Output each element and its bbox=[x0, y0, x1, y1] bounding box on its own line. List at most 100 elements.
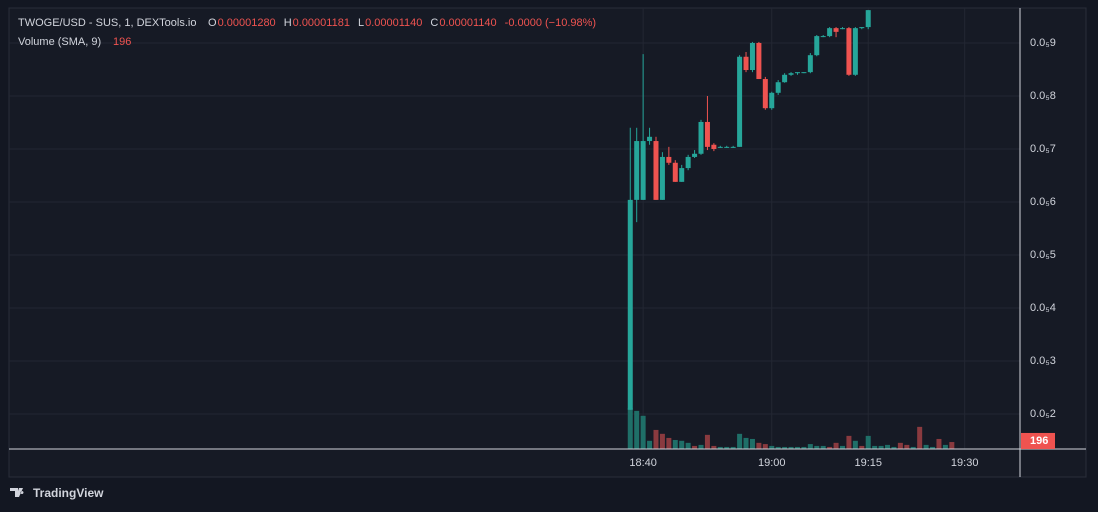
volume-bar bbox=[827, 446, 833, 449]
volume-bar bbox=[936, 438, 942, 449]
candle-body bbox=[730, 146, 736, 148]
volume-bar bbox=[698, 444, 704, 449]
volume-bar bbox=[775, 446, 781, 449]
volume-bar bbox=[679, 440, 685, 449]
volume-sma-badge bbox=[1021, 432, 1055, 449]
volume-bar bbox=[711, 445, 717, 449]
candle-body bbox=[782, 74, 788, 83]
volume-sma-badge-text: 196 bbox=[1030, 435, 1048, 447]
candle-body bbox=[846, 28, 852, 75]
volume-bar bbox=[820, 445, 826, 449]
volume-bar bbox=[839, 445, 845, 449]
y-tick-label: 0.0₅7 bbox=[1030, 143, 1056, 155]
plot-area bbox=[627, 10, 955, 449]
ohlc-value: 0.00001140 bbox=[439, 17, 496, 29]
ohlc-value: 0.00001181 bbox=[293, 17, 350, 29]
candle-body bbox=[737, 56, 743, 147]
volume-bar bbox=[872, 445, 878, 449]
volume-bar bbox=[859, 445, 865, 449]
candle-body bbox=[859, 27, 865, 29]
candle-body bbox=[647, 136, 653, 142]
y-tick-label: 0.0₅6 bbox=[1030, 196, 1056, 208]
grid bbox=[9, 8, 1020, 449]
candle-body bbox=[704, 121, 710, 147]
volume-bar bbox=[852, 440, 858, 449]
candle-body bbox=[634, 141, 640, 200]
volume-bar bbox=[891, 446, 897, 449]
candle-body bbox=[833, 28, 839, 32]
candle-body bbox=[762, 79, 768, 109]
volume-bar bbox=[724, 446, 730, 449]
candle-body bbox=[743, 56, 749, 71]
volume-bar bbox=[794, 446, 800, 449]
chart-panel bbox=[8, 7, 1087, 478]
candle-body bbox=[672, 162, 678, 182]
candle-body bbox=[749, 42, 755, 71]
volume-label: Volume (SMA, 9) bbox=[18, 36, 101, 48]
volume-bar bbox=[737, 433, 743, 449]
candle-body bbox=[692, 153, 698, 157]
y-tick-label: 0.0₅2 bbox=[1030, 408, 1056, 420]
volume-bar bbox=[730, 446, 736, 449]
candle-body bbox=[794, 72, 800, 74]
candle-body bbox=[627, 199, 633, 410]
legend-header: TWOGE/USD - SUS, 1, DEXTools.io O 0.00001… bbox=[18, 17, 596, 29]
y-tick-label: 0.0₅9 bbox=[1030, 37, 1056, 49]
candle-body bbox=[820, 36, 826, 38]
candle-body bbox=[666, 156, 672, 163]
candle-body bbox=[769, 92, 775, 109]
volume-bar bbox=[743, 437, 749, 449]
y-tick-label: 0.0₅8 bbox=[1030, 90, 1056, 102]
candle-body bbox=[653, 141, 659, 200]
volume-bar bbox=[814, 445, 820, 449]
volume-bar bbox=[949, 442, 955, 449]
volume-bar bbox=[769, 445, 775, 449]
volume-bar bbox=[923, 444, 929, 449]
candle-body bbox=[685, 156, 691, 169]
volume-bar bbox=[672, 439, 678, 449]
candle-body bbox=[814, 36, 820, 56]
volume-bar bbox=[910, 446, 916, 449]
volume-bar bbox=[833, 442, 839, 449]
volume-bar bbox=[788, 446, 794, 449]
volume-bar bbox=[930, 446, 936, 449]
candle-body bbox=[659, 156, 665, 200]
ohlc-key: H bbox=[284, 17, 292, 29]
volume-bar bbox=[865, 435, 871, 449]
candle-body bbox=[724, 146, 730, 148]
x-tick-label: 18:40 bbox=[629, 457, 657, 469]
candle-body bbox=[807, 55, 813, 73]
volume-bar bbox=[666, 437, 672, 449]
volume-bar bbox=[659, 433, 665, 449]
candle-body bbox=[788, 73, 794, 75]
ohlc-key: C bbox=[430, 17, 438, 29]
volume-bar bbox=[704, 434, 710, 449]
ohlc-value: 0.00001280 bbox=[218, 17, 276, 29]
volume-bar bbox=[904, 444, 910, 449]
ohlc-value: 0.00001140 bbox=[365, 17, 422, 29]
volume-bar bbox=[897, 442, 903, 449]
brand-name: TradingView bbox=[33, 486, 104, 500]
volume-bar bbox=[647, 440, 653, 449]
volume-bar bbox=[801, 446, 807, 449]
volume-bar bbox=[627, 408, 633, 449]
axis-labels: 0.0₅2 0.0₅3 0.0₅4 0.0₅5 0.0₅6 0.0₅7 0.0₅8 0.0₅9… bbox=[629, 37, 1055, 469]
ohlc-key: L bbox=[358, 17, 364, 29]
volume-bar bbox=[846, 435, 852, 449]
volume-bar bbox=[917, 426, 923, 449]
candle-body bbox=[698, 121, 704, 154]
y-tick-label: 0.0₅4 bbox=[1030, 302, 1056, 314]
volume-bar bbox=[942, 444, 948, 449]
y-tick-label: 0.0₅5 bbox=[1030, 249, 1056, 261]
candle-body bbox=[717, 146, 723, 148]
symbol-title: TWOGE/USD - SUS, 1, DEXTools.io bbox=[18, 17, 196, 29]
candle-body bbox=[640, 141, 646, 200]
volume-bar bbox=[807, 444, 813, 449]
change-value: -0.0000 (−10.98%) bbox=[505, 17, 596, 29]
volume-bar bbox=[756, 442, 762, 449]
candle-body bbox=[679, 168, 685, 182]
volume-bar bbox=[885, 444, 891, 449]
candle-body bbox=[827, 28, 833, 37]
x-tick-label: 19:15 bbox=[854, 457, 882, 469]
